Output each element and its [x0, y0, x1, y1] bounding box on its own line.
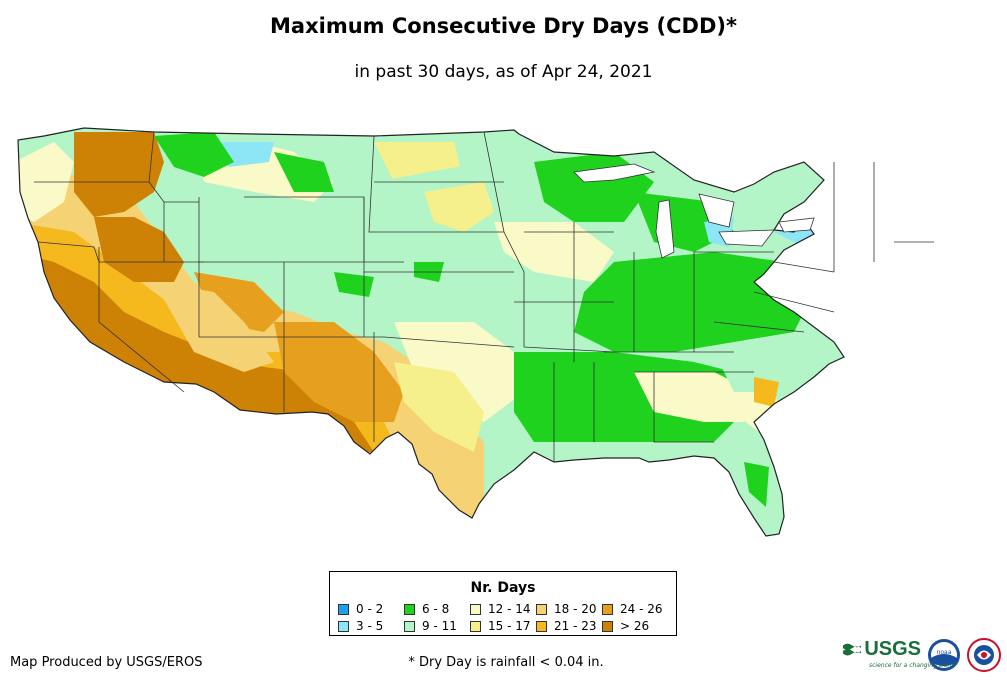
agency-logos: USGS science for a changing world noaa: [843, 638, 1001, 672]
legend-swatch: [470, 603, 481, 615]
legend-item: 6 - 8: [404, 602, 470, 616]
great-lakes: [573, 163, 815, 259]
legend-swatch: [536, 620, 547, 632]
us-outline: [17, 127, 845, 537]
svg-text:noaa: noaa: [937, 649, 952, 656]
legend: Nr. Days 0 - 2 6 - 8 12 - 14 18 - 20 24 …: [329, 571, 677, 636]
nws-logo: [967, 638, 1001, 672]
usgs-logo: USGS science for a changing world: [843, 638, 955, 672]
legend-item: 3 - 5: [338, 619, 404, 633]
legend-grid: 0 - 2 6 - 8 12 - 14 18 - 20 24 - 26 3 - …: [338, 602, 668, 633]
producer-credit: Map Produced by USGS/EROS: [10, 655, 203, 670]
legend-swatch: [338, 603, 349, 615]
legend-swatch: [602, 603, 613, 615]
legend-swatch: [470, 620, 481, 632]
usgs-wave-icon: [843, 643, 862, 655]
legend-swatch: [404, 603, 415, 615]
map-subtitle: in past 30 days, as of Apr 24, 2021: [354, 62, 653, 82]
legend-item: > 26: [602, 619, 668, 633]
legend-swatch: [536, 603, 547, 615]
dry-day-footnote: * Dry Day is rainfall < 0.04 in.: [408, 655, 604, 670]
legend-item: 21 - 23: [536, 619, 602, 633]
noaa-logo: noaa: [928, 639, 960, 671]
legend-item: 18 - 20: [536, 602, 602, 616]
legend-item: 24 - 26: [602, 602, 668, 616]
legend-item: 12 - 14: [470, 602, 536, 616]
legend-item: 9 - 11: [404, 619, 470, 633]
map-title: Maximum Consecutive Dry Days (CDD)*: [270, 14, 737, 38]
legend-swatch: [404, 620, 415, 632]
legend-item: 0 - 2: [338, 602, 404, 616]
legend-item: 15 - 17: [470, 619, 536, 633]
state-boundaries: [34, 131, 934, 462]
legend-swatch: [338, 620, 349, 632]
legend-title: Nr. Days: [470, 580, 536, 596]
us-cdd-map: [17, 127, 934, 537]
cdd-raster: [18, 128, 844, 536]
legend-swatch: [602, 620, 613, 632]
